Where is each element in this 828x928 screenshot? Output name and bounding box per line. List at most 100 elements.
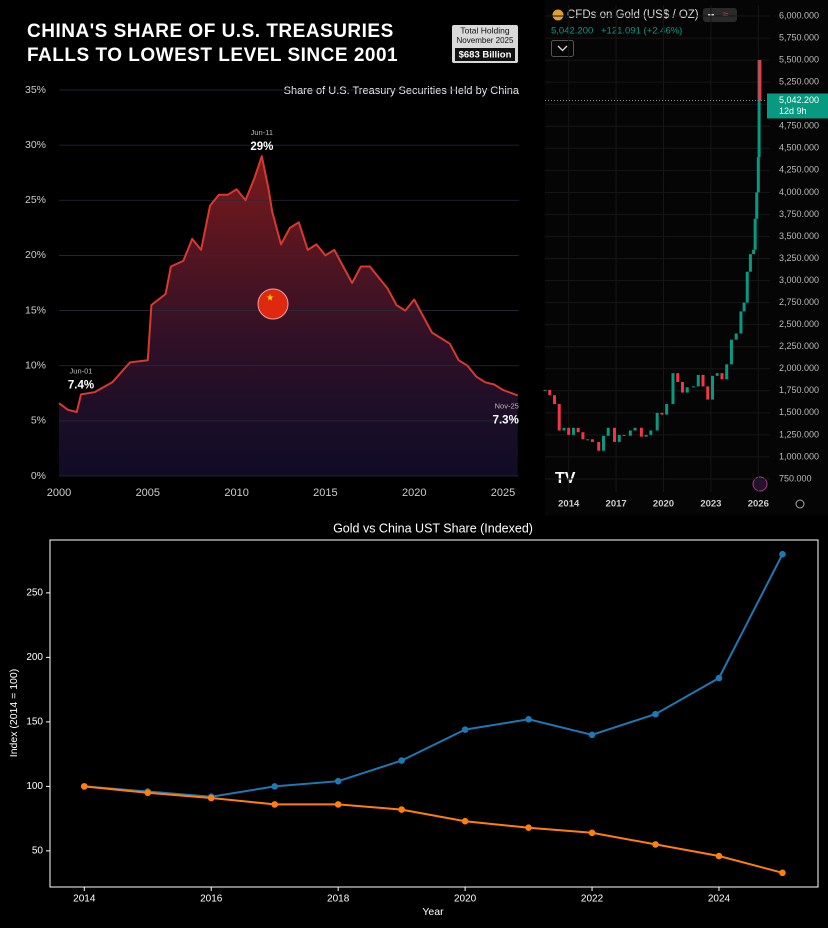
point	[652, 841, 659, 848]
point	[525, 716, 532, 723]
y-tick-label: 100	[26, 781, 43, 792]
y-tick-label: 5,500.000	[779, 54, 819, 64]
candle	[676, 373, 680, 382]
candle	[720, 373, 724, 380]
point	[334, 777, 342, 785]
chart-title: CHINA'S SHARE OF U.S. TREASURIES	[27, 21, 394, 42]
candle	[576, 427, 580, 433]
candle	[745, 271, 749, 303]
settings-icon[interactable]	[795, 499, 805, 509]
y-tick-label: 1,500.000	[779, 407, 819, 417]
candle	[680, 381, 684, 393]
price-tag	[767, 93, 828, 119]
candle	[758, 60, 762, 101]
y-tick-label: 25%	[25, 194, 46, 206]
dropdown-button[interactable]	[551, 40, 574, 57]
candle	[725, 364, 729, 380]
y-tick-label: 1,000.000	[779, 451, 819, 461]
price-tag-value: 5,042.200	[779, 95, 819, 105]
y-tick-label: 30%	[25, 139, 46, 151]
candle	[734, 333, 738, 340]
y-tick-label: 10%	[25, 359, 46, 371]
candle	[644, 434, 648, 437]
x-tick-label: 2017	[606, 499, 627, 510]
y-tick-label: 4,750.000	[779, 121, 819, 131]
candle	[606, 427, 610, 436]
candle	[633, 427, 637, 431]
x-tick-label: 2016	[200, 894, 223, 905]
y-tick-label: 5%	[31, 415, 46, 427]
point	[398, 806, 405, 813]
icon-pill[interactable]	[703, 8, 737, 22]
point	[461, 817, 469, 825]
gold-icon	[552, 9, 564, 21]
candle	[710, 375, 714, 400]
candle	[757, 60, 761, 158]
x-tick-label: 2014	[73, 894, 96, 905]
candle	[655, 412, 659, 431]
x-tick-label: 2014	[558, 499, 580, 510]
holding-title: Total Holding	[460, 25, 509, 35]
gold-panel	[545, 0, 828, 515]
point	[271, 783, 278, 790]
y-tick-label: 4,500.000	[779, 143, 819, 153]
candle	[665, 404, 669, 415]
holding-amount: $683 Billion	[459, 50, 512, 61]
y-tick-label: 6,000.000	[779, 10, 819, 20]
annotation-label: Nov-25	[495, 401, 519, 410]
candle	[706, 386, 710, 400]
lightning-icon[interactable]	[752, 476, 768, 492]
candle	[543, 389, 547, 391]
candle	[742, 302, 746, 312]
price-tag-countdown: 12d 9h	[779, 106, 807, 116]
candle	[601, 435, 605, 451]
x-tick-label: 2023	[700, 499, 721, 510]
y-tick-label: 20%	[25, 249, 46, 261]
point	[779, 869, 786, 877]
y-tick-label: 4,250.000	[779, 165, 819, 175]
y-axis-label: Index (2014 = 100)	[8, 669, 20, 757]
candle	[649, 430, 653, 435]
point	[588, 829, 596, 837]
candle	[755, 192, 759, 219]
candle	[617, 434, 621, 442]
candle	[581, 432, 585, 440]
point	[715, 674, 723, 682]
candle	[660, 412, 664, 415]
point	[334, 801, 342, 808]
y-tick-label: 1,250.000	[779, 429, 819, 439]
chart-subtitle: Share of U.S. Treasury Securities Held b…	[284, 85, 520, 97]
dropdown-chevron	[557, 45, 568, 52]
x-tick-label: 2020	[454, 894, 477, 905]
x-tick-label: 2020	[653, 499, 674, 510]
x-tick-label: 2010	[224, 487, 248, 499]
y-tick-label: 3,750.000	[779, 209, 819, 219]
candle	[613, 427, 617, 442]
x-axis-label: Year	[422, 906, 444, 918]
candle	[739, 311, 743, 334]
instrument-title: CFDs on Gold (US$ / OZ)	[567, 9, 699, 21]
last-price: 5,042.200	[551, 26, 593, 37]
candle	[729, 339, 733, 365]
y-tick-label: 2,750.000	[779, 297, 819, 307]
chart-title: FALLS TO LOWEST LEVEL SINCE 2001	[27, 45, 398, 66]
candle	[590, 439, 594, 442]
y-tick-label: 200	[26, 652, 43, 663]
candle	[701, 374, 705, 387]
candle	[567, 427, 571, 435]
candle	[622, 434, 626, 436]
candle	[628, 430, 632, 436]
series-line	[84, 785, 783, 874]
y-tick-label: 250	[26, 588, 43, 599]
y-tick-label: 2,000.000	[779, 363, 819, 373]
series-line	[84, 553, 784, 798]
y-tick-label: 150	[26, 717, 43, 728]
china-flag	[257, 288, 289, 320]
candle	[715, 373, 719, 376]
holding-date: November 2025	[457, 36, 514, 45]
x-tick-label: 2005	[136, 487, 160, 499]
candle	[752, 249, 756, 255]
candle	[562, 427, 566, 431]
